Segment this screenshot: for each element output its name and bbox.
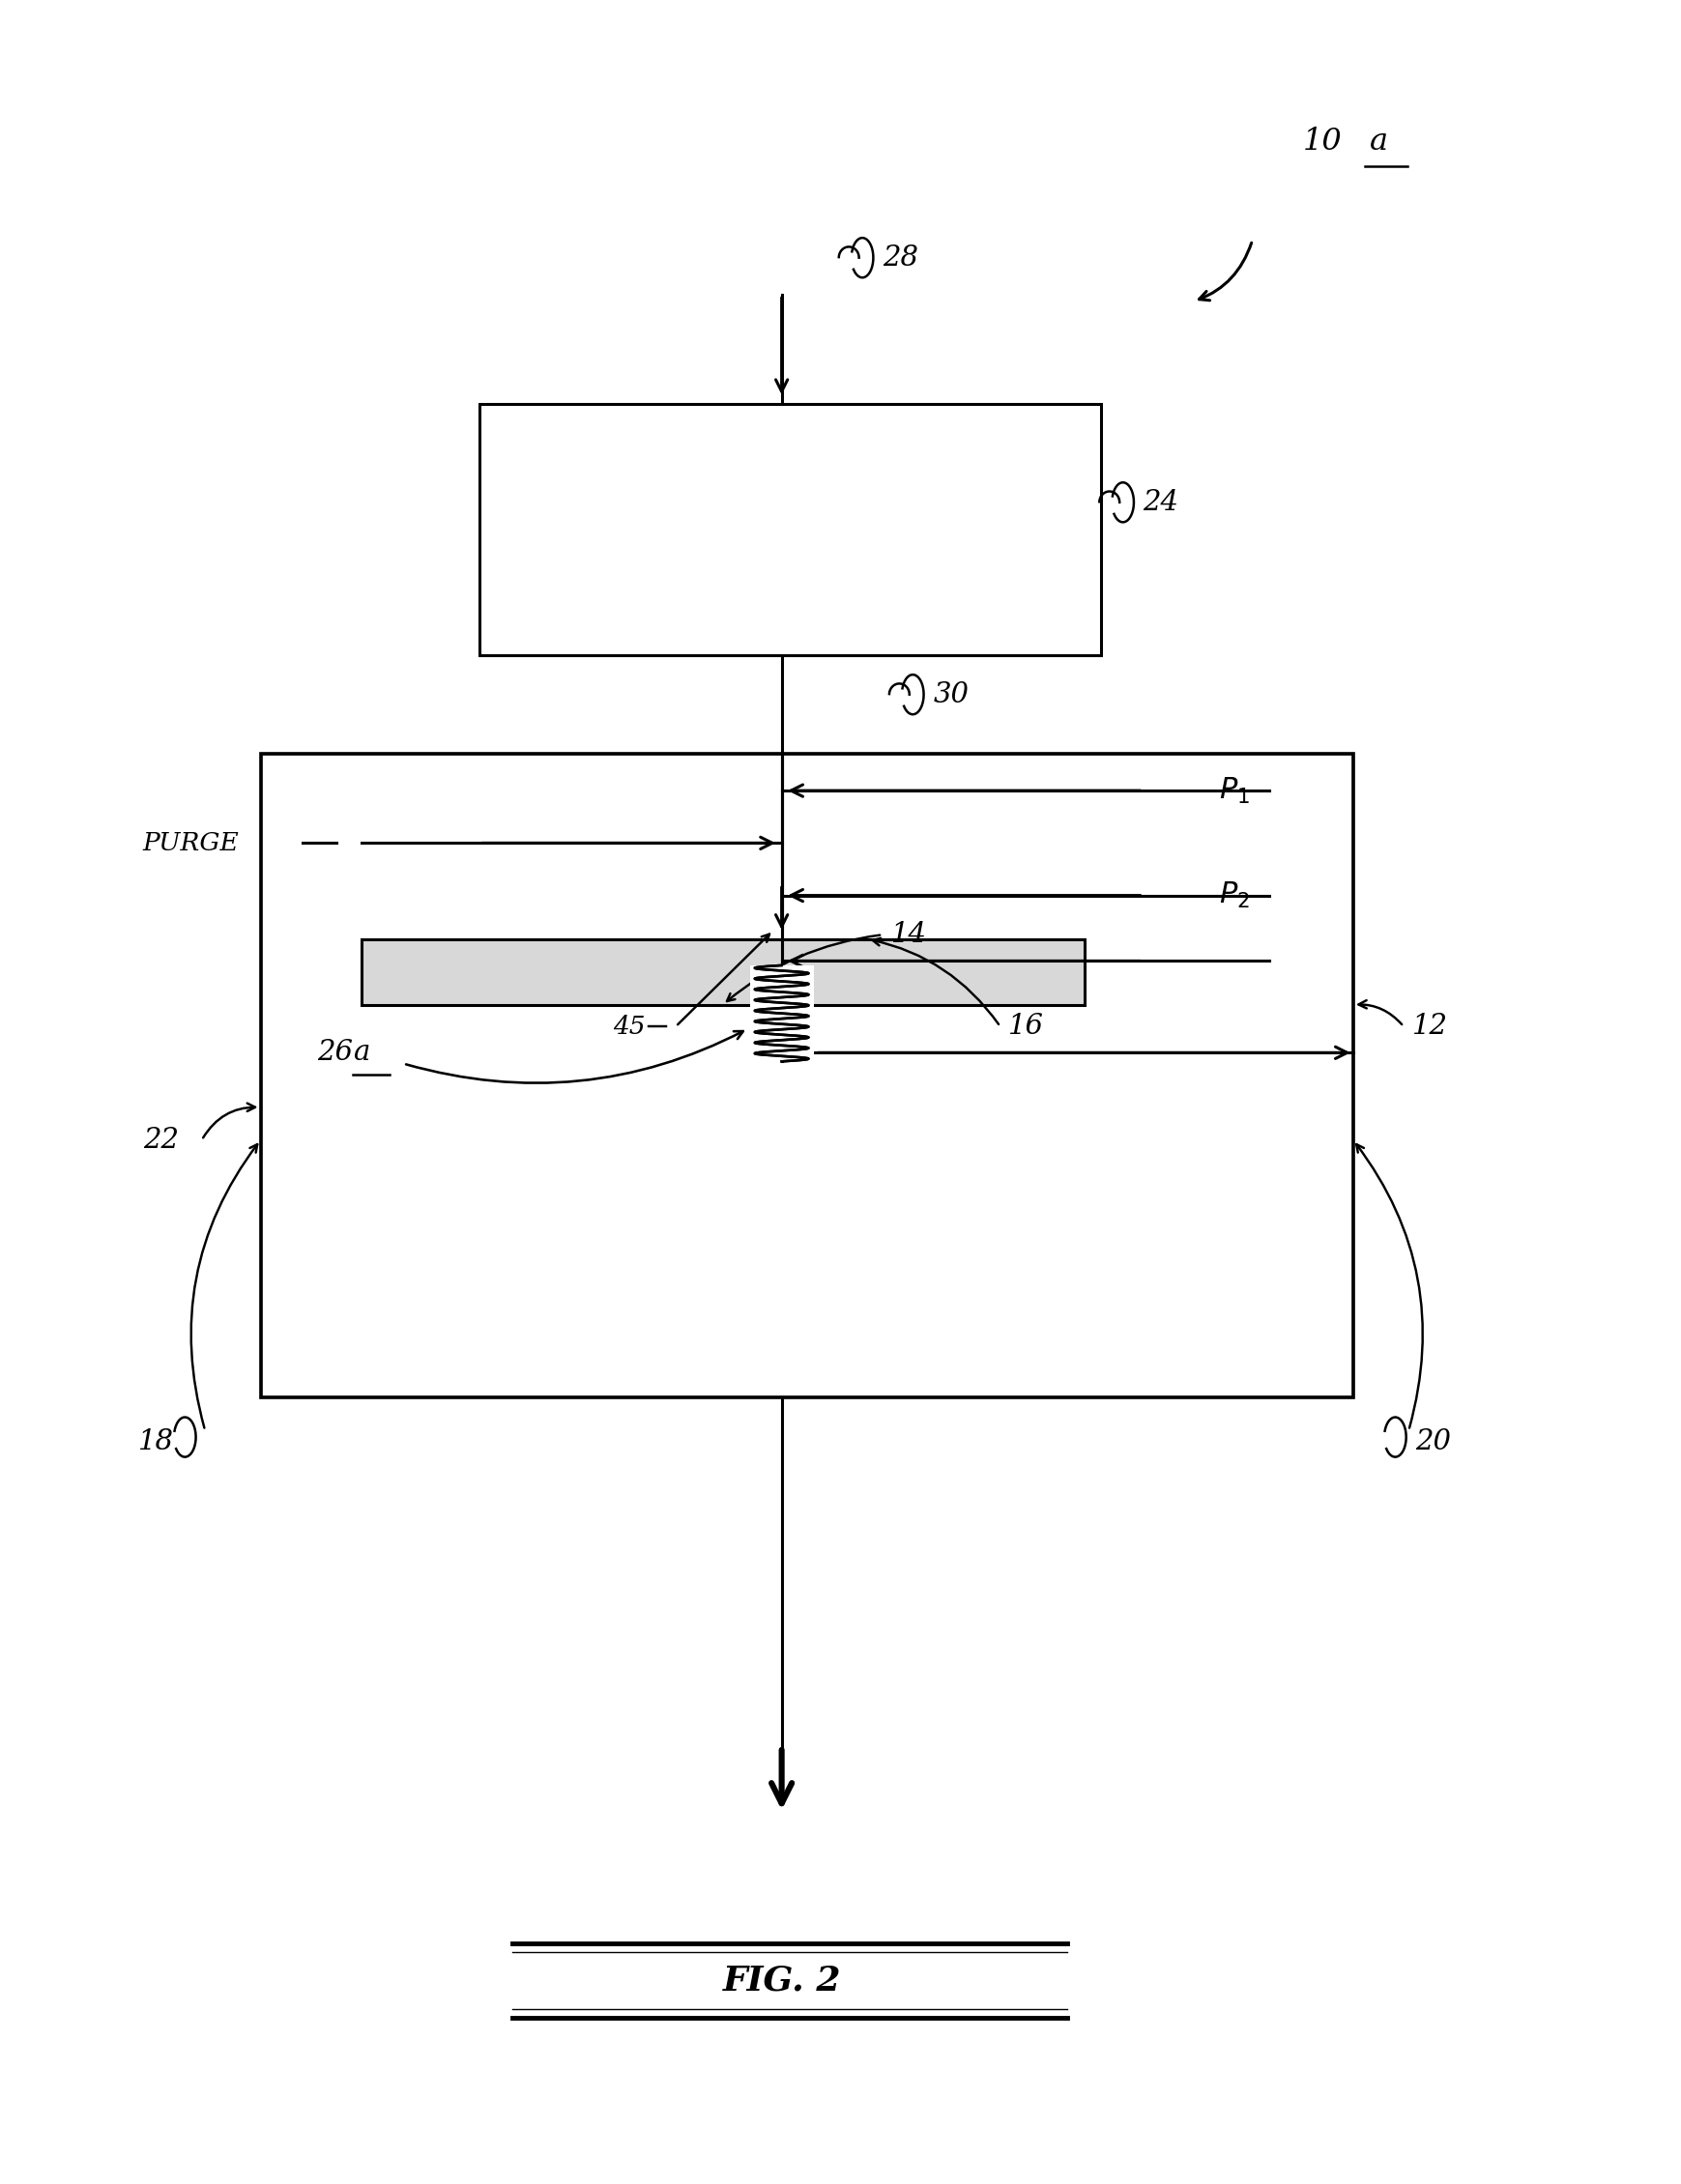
Bar <box>750 965 814 1061</box>
Text: 14: 14 <box>891 922 926 948</box>
Text: $P_1$: $P_1$ <box>1219 775 1249 806</box>
Text: 24: 24 <box>1143 489 1178 515</box>
Bar <box>261 753 1353 1398</box>
Text: 20: 20 <box>1415 1428 1451 1455</box>
Text: PURGE: PURGE <box>143 830 239 856</box>
Text: 26: 26 <box>318 1040 353 1066</box>
Text: 30: 30 <box>933 681 968 708</box>
Text: 10: 10 <box>1303 127 1341 157</box>
Text: 28: 28 <box>883 245 918 271</box>
Text: 18: 18 <box>138 1428 173 1455</box>
Text: FIG. 2: FIG. 2 <box>723 1963 840 1998</box>
Text: 16: 16 <box>1009 1013 1044 1040</box>
Text: $P_2$: $P_2$ <box>1219 880 1249 911</box>
Text: 45: 45 <box>614 1013 646 1040</box>
Bar <box>361 939 1084 1005</box>
Text: 12: 12 <box>1412 1013 1447 1040</box>
Text: 22: 22 <box>143 1127 178 1153</box>
Bar <box>479 404 1101 655</box>
Text: a: a <box>1370 127 1389 157</box>
Text: a: a <box>353 1040 370 1066</box>
